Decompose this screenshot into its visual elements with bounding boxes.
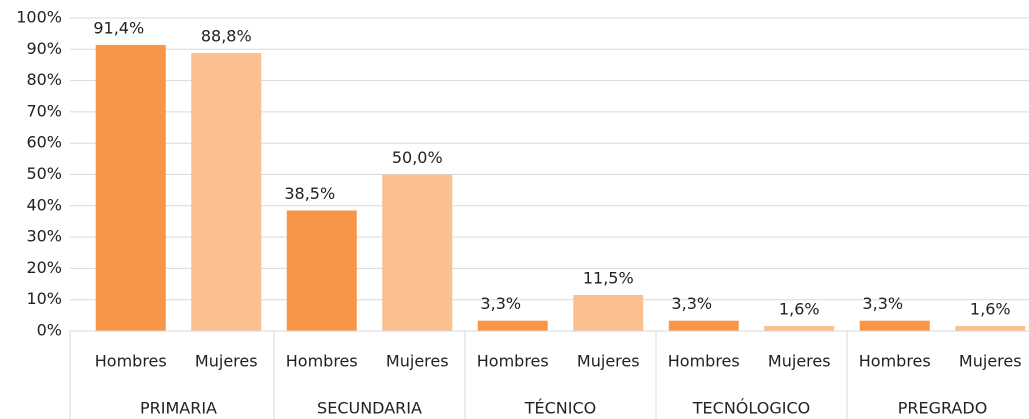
y-tick-label: 80% xyxy=(26,70,62,89)
x-tick-label: Mujeres xyxy=(577,352,640,371)
y-tick-label: 100% xyxy=(16,8,62,27)
y-tick-label: 20% xyxy=(26,258,62,277)
group-label: PRIMARIA xyxy=(140,399,217,418)
value-label: 1,6% xyxy=(970,299,1011,318)
value-label: 3,3% xyxy=(480,294,521,313)
x-tick-label: Mujeres xyxy=(195,352,258,371)
bar xyxy=(955,325,1026,331)
y-tick-label: 50% xyxy=(26,164,62,183)
y-tick-label: 0% xyxy=(37,321,62,340)
y-tick-label: 10% xyxy=(26,289,62,308)
y-tick-label: 60% xyxy=(26,133,62,152)
group-label: TÉCNICO xyxy=(524,399,597,418)
x-tick-label: Hombres xyxy=(286,352,358,371)
group-label: SECUNDARIA xyxy=(317,399,422,418)
y-tick-label: 90% xyxy=(26,39,62,58)
bar xyxy=(764,325,835,331)
group-label: PREGRADO xyxy=(898,399,988,418)
bar xyxy=(573,295,644,331)
value-label: 88,8% xyxy=(201,27,252,46)
x-tick-label: Hombres xyxy=(668,352,740,371)
bar xyxy=(95,44,166,331)
y-tick-label: 70% xyxy=(26,101,62,120)
y-tick-label: 40% xyxy=(26,195,62,214)
bar xyxy=(477,320,548,331)
x-tick-label: Mujeres xyxy=(386,352,449,371)
value-label: 50,0% xyxy=(392,148,443,167)
bar xyxy=(286,210,357,331)
value-label: 11,5% xyxy=(583,269,634,288)
value-label: 91,4% xyxy=(93,18,144,37)
y-tick-label: 30% xyxy=(26,227,62,246)
value-label: 3,3% xyxy=(671,294,712,313)
bar xyxy=(382,174,453,331)
group-label: TECNÓLOGICO xyxy=(692,399,810,418)
value-label: 3,3% xyxy=(862,294,903,313)
bar xyxy=(668,320,739,331)
x-tick-label: Hombres xyxy=(859,352,931,371)
bar xyxy=(191,53,262,331)
value-label: 1,6% xyxy=(779,299,820,318)
x-tick-label: Mujeres xyxy=(959,352,1022,371)
x-tick-label: Hombres xyxy=(95,352,167,371)
x-tick-label: Hombres xyxy=(477,352,549,371)
x-tick-label: Mujeres xyxy=(768,352,831,371)
bar xyxy=(859,320,930,331)
value-label: 38,5% xyxy=(284,184,335,203)
